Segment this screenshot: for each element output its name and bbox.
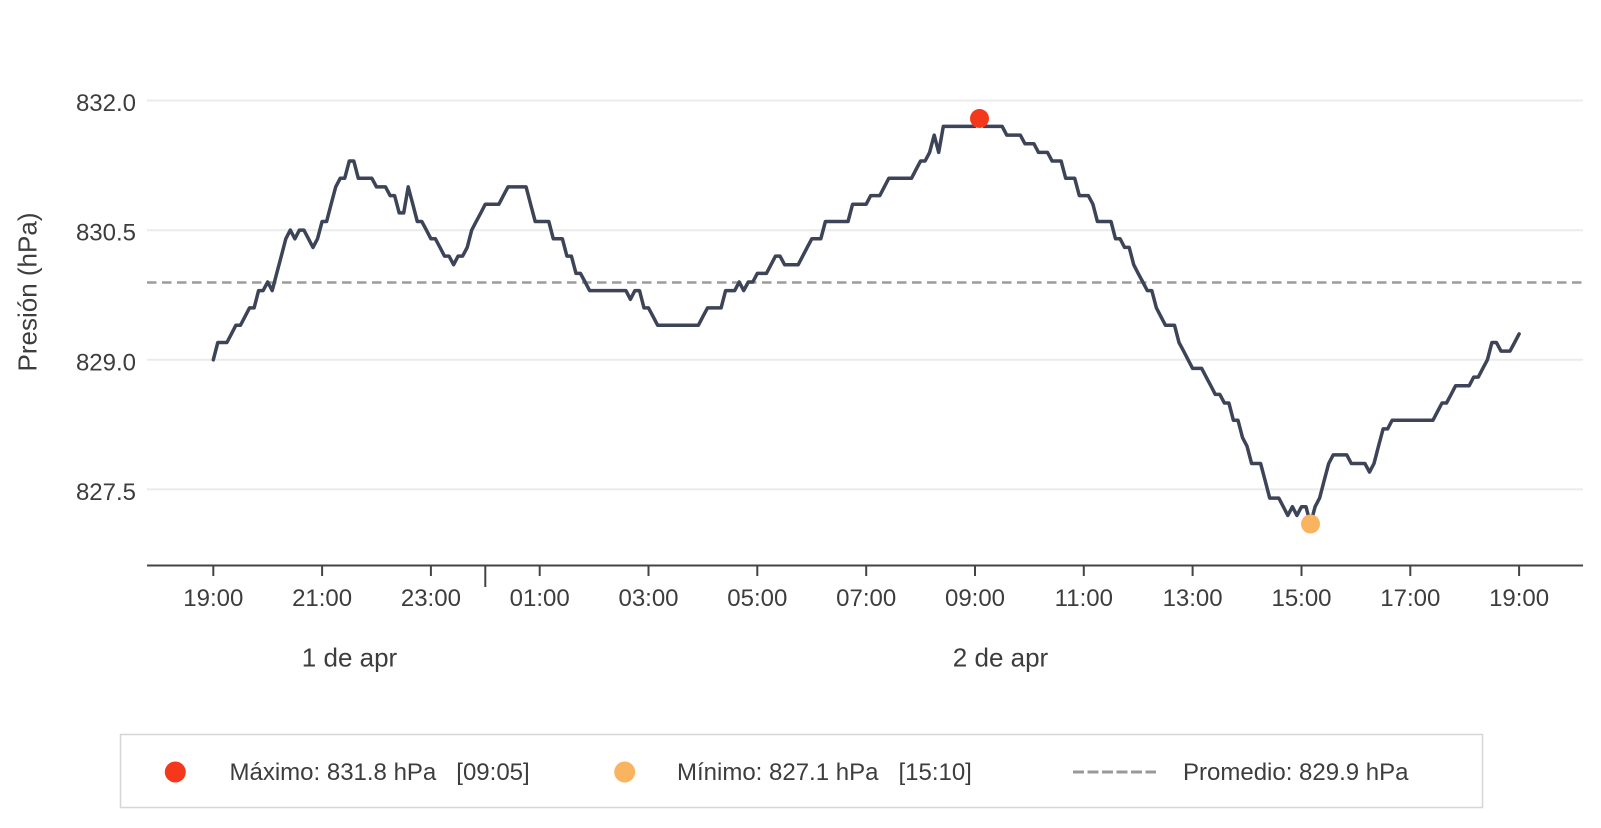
svg-text:2 de apr: 2 de apr (953, 643, 1049, 673)
svg-text:21:00: 21:00 (292, 585, 352, 612)
svg-text:13:00: 13:00 (1163, 585, 1223, 612)
svg-text:829.0: 829.0 (76, 349, 136, 376)
svg-text:Mínimo: 827.1 hPa [15:10]: Mínimo: 827.1 hPa [15:10] (677, 759, 972, 786)
svg-text:Presión (hPa): Presión (hPa) (13, 213, 43, 372)
svg-text:23:00: 23:00 (401, 585, 461, 612)
svg-text:07:00: 07:00 (836, 585, 896, 612)
svg-text:19:00: 19:00 (1489, 585, 1549, 612)
svg-text:827.5: 827.5 (76, 479, 136, 506)
svg-text:Promedio: 829.9 hPa: Promedio: 829.9 hPa (1183, 759, 1409, 786)
svg-text:832.0: 832.0 (76, 90, 136, 117)
svg-text:15:00: 15:00 (1271, 585, 1331, 612)
svg-text:11:00: 11:00 (1055, 585, 1113, 612)
svg-text:Máximo: 831.8 hPa [09:05]: Máximo: 831.8 hPa [09:05] (230, 759, 530, 786)
svg-text:09:00: 09:00 (945, 585, 1005, 612)
svg-text:01:00: 01:00 (510, 585, 570, 612)
svg-text:03:00: 03:00 (618, 585, 678, 612)
svg-text:830.5: 830.5 (76, 220, 136, 247)
svg-text:1 de apr: 1 de apr (302, 643, 398, 673)
svg-text:05:00: 05:00 (727, 585, 787, 612)
svg-text:19:00: 19:00 (183, 585, 243, 612)
svg-text:17:00: 17:00 (1380, 585, 1440, 612)
